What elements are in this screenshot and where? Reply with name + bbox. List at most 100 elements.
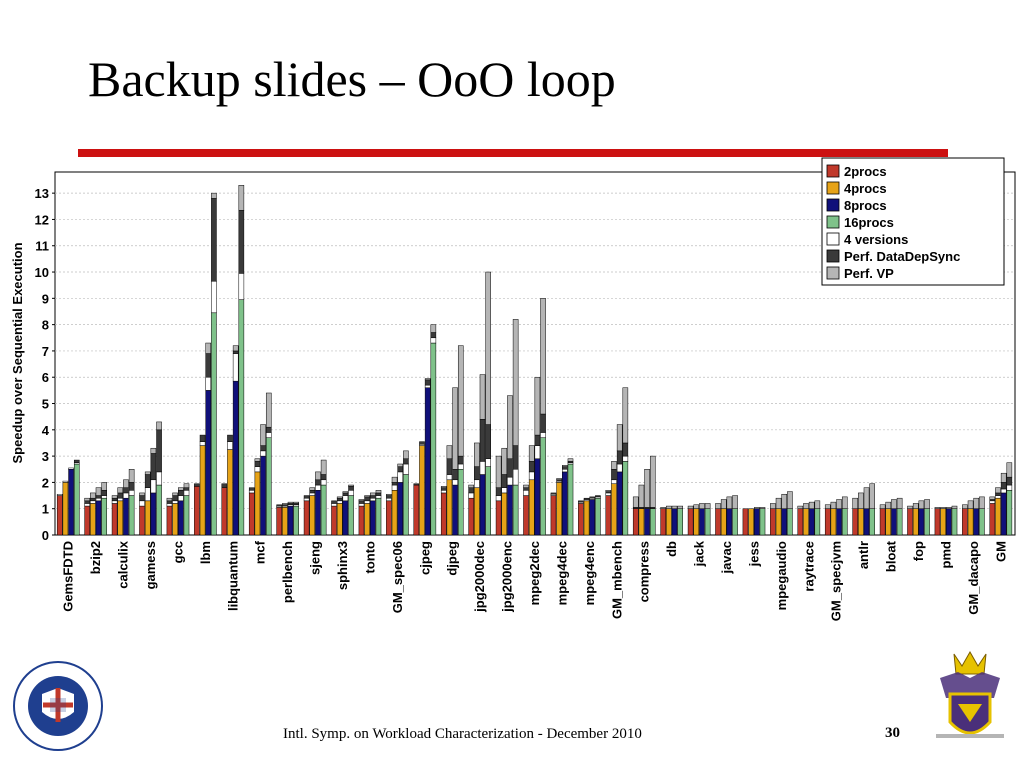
bar-segment-4versions [150, 479, 157, 494]
bar-segment-base [830, 508, 837, 536]
bar-segment-base [309, 495, 316, 536]
bar-segment-datadepsync [446, 458, 453, 475]
bar-segment-4versions [534, 445, 541, 459]
bar-segment-vp [309, 487, 316, 491]
bar-segment-4versions [540, 432, 546, 438]
y-tick-label: 11 [35, 239, 49, 254]
x-tick-label: mcf [253, 540, 268, 564]
bar-segment-vp [869, 483, 875, 509]
legend-swatch [826, 249, 840, 263]
bar-segment-datadepsync [123, 487, 129, 494]
bar-segment-base [649, 508, 656, 536]
bar-segment-4versions [562, 469, 568, 473]
x-tick-label: djpeg [445, 541, 460, 576]
bar-segment-vp [144, 471, 151, 475]
bar-segment-vp [205, 342, 212, 354]
bar-segment-datadepsync [342, 492, 349, 496]
bar-segment-4versions [364, 500, 370, 504]
bar-segment-base [485, 466, 491, 536]
bar-segment-base [232, 380, 239, 536]
bar-segment-datadepsync [331, 500, 337, 504]
bar-segment-vp [622, 387, 629, 444]
bar-segment-vp [348, 484, 354, 487]
bar-segment-vp [918, 500, 925, 509]
x-tick-label: perlbench [280, 541, 295, 603]
bar-segment-vp [726, 496, 733, 509]
bar-segment-base [583, 500, 590, 536]
bar-segment-vp [178, 487, 184, 491]
bar-segment-datadepsync [348, 486, 354, 491]
bar-segment-vp [424, 378, 431, 381]
bar-segment-vp [732, 495, 738, 509]
bar-segment-base [704, 508, 711, 536]
legend-label: Perf. DataDepSync [844, 249, 960, 264]
bar-segment-4versions [528, 471, 535, 481]
bar-segment-datadepsync [172, 495, 178, 502]
bar-segment-datadepsync [1000, 482, 1007, 490]
bar-segment-vp [342, 491, 349, 494]
x-tick-label: bzip2 [88, 541, 103, 574]
bar-segment-datadepsync [248, 487, 255, 491]
bar-segment-base [720, 508, 727, 536]
bar-segment-base [364, 503, 370, 536]
bar-segment-datadepsync [101, 490, 107, 496]
x-tick-label: db [664, 541, 679, 557]
bar-segment-base [962, 508, 968, 536]
bar-segment-datadepsync [616, 450, 623, 465]
bar-segment-4versions [254, 466, 261, 473]
bar-segment-vp [397, 463, 404, 467]
bar-segment-datadepsync [995, 492, 1001, 496]
bar-segment-datadepsync [501, 474, 508, 488]
bar-segment-base [375, 497, 382, 536]
bar-segment-base [787, 508, 793, 536]
bar-segment-datadepsync [528, 461, 535, 473]
x-tick-label: mpeg4dec [554, 541, 569, 605]
bar-segment-vp [836, 499, 842, 509]
bar-segment-base [282, 507, 288, 536]
bar-segment-base [523, 495, 529, 536]
bar-segment-base [699, 508, 705, 536]
bar-segment-datadepsync [260, 445, 266, 452]
bar-segment-base [781, 508, 788, 536]
bar-segment-4versions [128, 490, 135, 496]
bar-segment-vp [693, 504, 700, 509]
bar-segment-datadepsync [523, 487, 529, 491]
bar-segment-base [946, 508, 952, 536]
bar-segment-base [144, 500, 151, 536]
bar-segment-datadepsync [595, 495, 601, 498]
bar-segment-vp [320, 459, 327, 475]
bar-segment-datadepsync [276, 504, 282, 507]
bar-segment-datadepsync [90, 497, 96, 502]
bar-segment-base [56, 495, 63, 536]
bar-segment-base [611, 483, 617, 536]
bar-segment-vp [946, 507, 952, 509]
x-tick-label: GM_spec06 [390, 541, 405, 613]
bar-segment-datadepsync [495, 487, 502, 496]
bar-segment-4versions [303, 497, 310, 502]
bar-segment-base [419, 445, 425, 536]
bar-segment-vp [830, 501, 837, 509]
bar-segment-4versions [446, 474, 453, 481]
bar-segment-base [726, 508, 733, 536]
x-tick-label: antlr [856, 541, 871, 569]
bar-segment-base [413, 484, 420, 536]
y-tick-label: 12 [35, 212, 49, 227]
bar-segment-base [589, 499, 596, 536]
bar-segment-vp [254, 458, 261, 462]
bar-segment-base [501, 492, 508, 536]
bar-segment-4versions [342, 495, 349, 502]
bar-segment-base [885, 508, 892, 536]
bar-segment-vp [567, 458, 574, 462]
bar-segment-4versions [370, 497, 376, 502]
bar-segment-base [183, 495, 190, 536]
legend-swatch [826, 266, 840, 280]
bar-segment-4versions [101, 495, 107, 499]
bar-segment-datadepsync [95, 495, 102, 499]
bar-segment-vp [430, 324, 437, 333]
bar-segment-vp [232, 345, 239, 352]
y-tick-label: 9 [42, 291, 49, 306]
bar-segment-vp [370, 492, 376, 496]
x-tick-label: gamess [143, 541, 158, 589]
y-tick-label: 5 [42, 397, 49, 412]
bar-segment-vp [315, 471, 321, 481]
